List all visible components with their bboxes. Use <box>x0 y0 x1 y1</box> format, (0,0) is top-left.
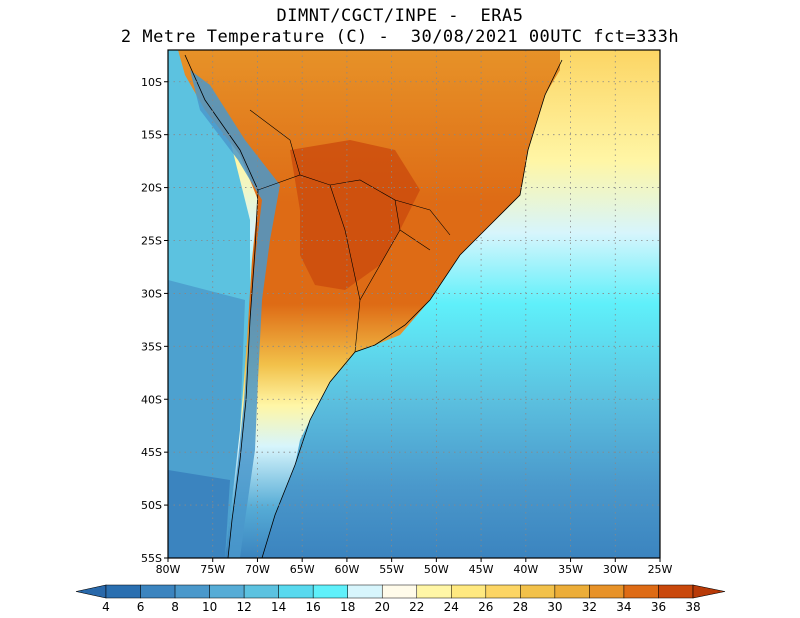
colorbar-label: 38 <box>685 600 700 614</box>
hot-core-shading <box>290 140 420 290</box>
colorbar-swatch <box>623 584 659 599</box>
colorbar-label: 16 <box>306 600 321 614</box>
x-tick-label: 75W <box>200 563 225 576</box>
colorbar-swatch <box>589 584 625 599</box>
colorbar-swatch <box>105 584 141 599</box>
colorbar-label: 18 <box>340 600 355 614</box>
x-tick-label: 55W <box>379 563 404 576</box>
colorbar-label: 14 <box>271 600 286 614</box>
colorbar-label: 8 <box>171 600 179 614</box>
y-tick-label: 35S <box>141 340 162 353</box>
y-tick-label: 20S <box>141 182 162 195</box>
y-tick-label: 10S <box>141 76 162 89</box>
colorbar-swatch <box>312 584 348 599</box>
latitude-axis: 10S 15S 20S 25S 30S 35S 40S 45S 50S 55S <box>141 76 168 565</box>
colorbar-swatch <box>278 584 314 599</box>
country-borders <box>249 109 451 353</box>
x-tick-label: 80W <box>156 563 181 576</box>
x-tick-label: 65W <box>290 563 315 576</box>
x-tick-label: 35W <box>558 563 583 576</box>
colorbar-swatch <box>347 584 383 599</box>
x-tick-label: 70W <box>245 563 270 576</box>
colorbar-label: 6 <box>137 600 145 614</box>
colorbar-label: 30 <box>547 600 562 614</box>
x-tick-label: 25W <box>648 563 673 576</box>
y-tick-label: 55S <box>141 552 162 565</box>
colorbar-label: 34 <box>616 600 631 614</box>
map-frame <box>167 49 661 559</box>
y-tick-label: 15S <box>141 129 162 142</box>
y-tick-label: 45S <box>141 446 162 459</box>
colorbar-label: 20 <box>375 600 390 614</box>
colorbar-label: 24 <box>444 600 459 614</box>
colorbar-swatch <box>174 584 210 599</box>
colorbar-label: 4 <box>102 600 110 614</box>
coastline <box>184 54 563 558</box>
colorbar-swatch <box>451 584 487 599</box>
colorbar-swatch <box>520 584 556 599</box>
colorbar-swatch <box>243 584 279 599</box>
x-tick-label: 30W <box>603 563 628 576</box>
longitude-axis: 80W 75W 70W 65W 60W 55W 50W 45W 40W 35W 30W 25W <box>156 558 673 576</box>
x-tick-label: 60W <box>334 563 359 576</box>
colorbar-label: 36 <box>651 600 666 614</box>
colorbar-under-arrow <box>75 584 107 599</box>
map-title-line-1: DIMNT/CGCT/INPE - ERA5 <box>276 6 524 26</box>
colorbar-label: 22 <box>409 600 424 614</box>
y-tick-label: 25S <box>141 235 162 248</box>
colorbar-swatch <box>485 584 521 599</box>
pacific-shading-far-south <box>168 470 230 558</box>
colorbar-swatch <box>416 584 452 599</box>
colorbar-swatch <box>554 584 590 599</box>
y-tick-label: 30S <box>141 287 162 300</box>
colorbar-label: 32 <box>582 600 597 614</box>
map-title-line-2: 2 Metre Temperature (C) - 30/08/2021 00U… <box>120 27 680 47</box>
colorbar: 4 6 8 10 12 14 16 18 20 22 24 26 28 30 32 34 36 38 <box>75 584 726 614</box>
colorbar-label: 26 <box>478 600 493 614</box>
x-tick-label: 40W <box>513 563 538 576</box>
colorbar-label: 12 <box>236 600 251 614</box>
graticule <box>168 50 660 558</box>
x-tick-label: 45W <box>469 563 494 576</box>
temperature-field <box>168 50 660 558</box>
x-tick-label: 50W <box>424 563 449 576</box>
y-tick-label: 40S <box>141 393 162 406</box>
colorbar-label: 10 <box>202 600 217 614</box>
colorbar-over-arrow <box>692 584 726 599</box>
y-tick-label: 50S <box>141 499 162 512</box>
colorbar-swatch <box>140 584 176 599</box>
colorbar-swatch <box>209 584 245 599</box>
colorbar-label: 28 <box>513 600 528 614</box>
colorbar-swatch <box>658 584 694 599</box>
colorbar-swatch <box>381 584 418 599</box>
